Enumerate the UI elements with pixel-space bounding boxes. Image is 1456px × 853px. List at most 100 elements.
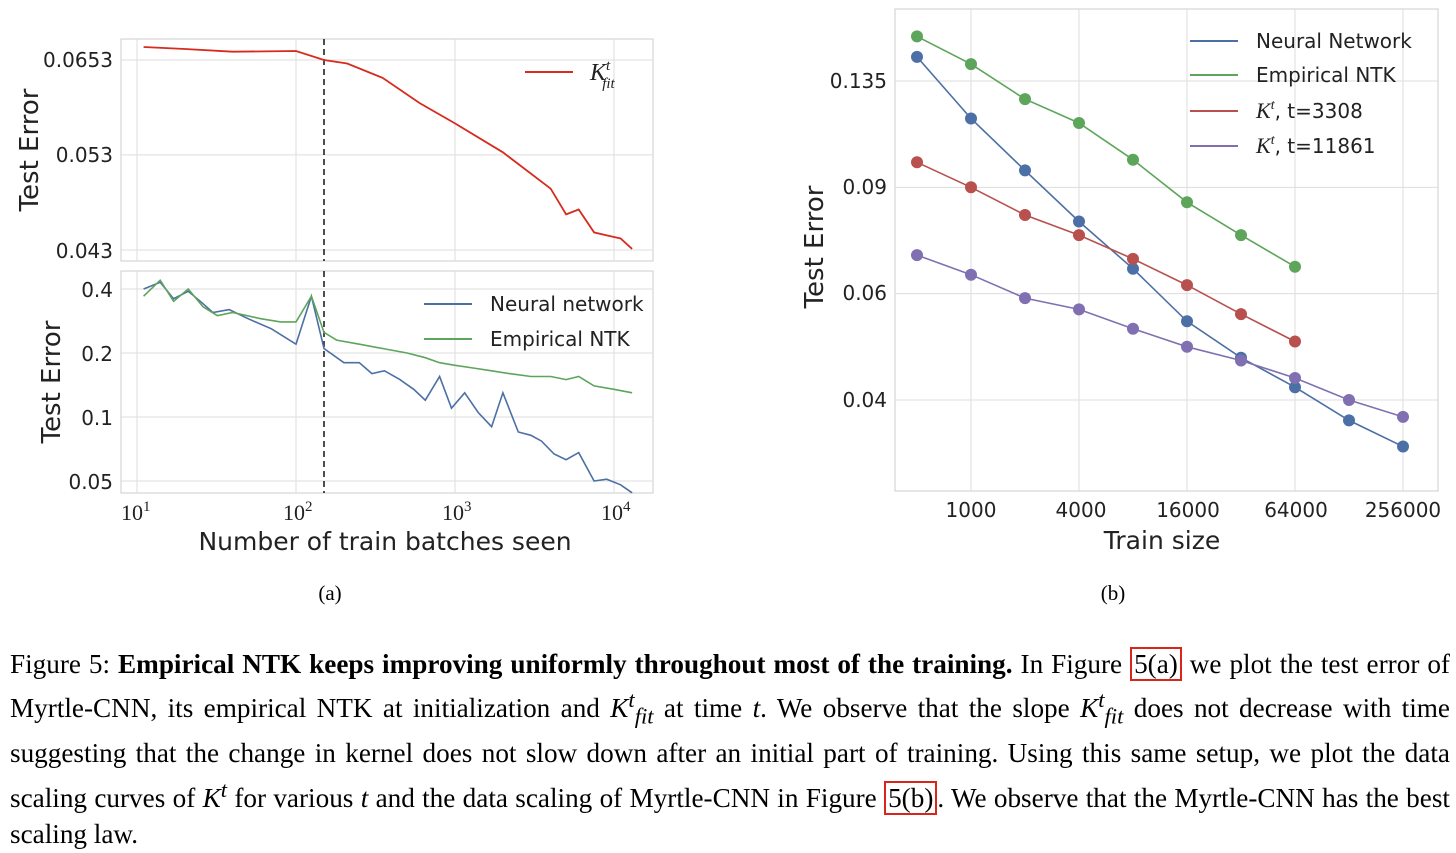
x-tick-label: 102 (283, 499, 313, 525)
data-point-neural-network (1127, 262, 1139, 275)
plot-area (120, 270, 654, 494)
y-tick-label: 0.135 (830, 69, 887, 93)
series-line-empirical-ntk (916, 35, 1296, 268)
data-point-kt-11861 (1397, 410, 1409, 423)
legend: Kt fit (525, 58, 616, 92)
caption-prefix: Figure 5: (10, 649, 119, 679)
legend: Neural network Empirical NTK (424, 292, 644, 351)
caption-text: . We observe that the slope (760, 693, 1081, 724)
panel-b-plot: 0.135 0.09 0.06 0.04 1000 4000 16000 640… (800, 8, 1441, 555)
legend-label-neural-network: Neural network (490, 292, 644, 316)
y-tick-label: 0.0653 (43, 48, 113, 72)
series-line-kfit (143, 46, 633, 250)
data-point-kt-11861 (1343, 394, 1355, 406)
data-point-neural-network (1019, 164, 1031, 177)
data-point-neural-network (965, 112, 977, 125)
data-point-kt-11861 (1019, 292, 1031, 305)
data-point-kt-3308 (911, 156, 923, 169)
series-line-empirical-ntk (143, 278, 633, 394)
math-sup: t (1098, 687, 1105, 713)
y-tick-label: 0.04 (842, 388, 887, 412)
y-axis-label: Test Error (37, 320, 67, 444)
data-point-empirical-ntk (1235, 229, 1247, 242)
figure-ref-5a-link[interactable]: 5(a) (1130, 647, 1182, 681)
y-axis-label: Test Error (15, 88, 45, 212)
data-point-kt-3308 (1073, 229, 1085, 242)
plot-area (120, 38, 654, 262)
caption-text: for various (227, 782, 361, 813)
y-tick-label: 0.05 (68, 470, 113, 494)
caption-text: we plot the test error of Myrtle-CNN, it… (10, 649, 1450, 724)
data-point-kt-3308 (965, 181, 977, 194)
caption-text: does not decrease with time suggesting t… (10, 693, 1450, 813)
data-point-kt-3308 (1181, 279, 1193, 292)
data-point-neural-network (1073, 215, 1085, 228)
data-point-empirical-ntk (1019, 93, 1031, 106)
data-point-empirical-ntk (965, 58, 977, 71)
caption-bold-title: Empirical NTK keeps improving uniformly … (118, 649, 1013, 679)
data-point-kt-11861 (911, 249, 923, 262)
series-line-kt-3308 (916, 161, 1296, 343)
data-point-neural-network (911, 50, 923, 63)
y-tick-label: 0.4 (81, 278, 113, 302)
data-point-kt-11861 (1127, 322, 1139, 335)
subfigure-label-b: (b) (1101, 581, 1126, 605)
x-tick-label: 101 (121, 499, 151, 525)
y-tick-label: 0.2 (81, 342, 113, 366)
math-t: t (360, 782, 369, 813)
x-tick-label: 256000 (1365, 498, 1441, 522)
caption-text: at time (653, 693, 753, 724)
x-axis-label: Train size (1103, 526, 1220, 555)
caption-text: and the data scaling of Myrtle-CNN in Fi… (368, 782, 885, 813)
legend: Neural Network Empirical NTK Kt, t=3308 … (1190, 29, 1412, 158)
y-tick-label: 0.06 (842, 281, 887, 305)
legend-label-kfit: Kt fit (589, 58, 616, 92)
x-tick-label: 4000 (1056, 498, 1107, 522)
data-point-kt-3308 (1289, 335, 1301, 348)
math-k: K (202, 782, 221, 813)
math-k: K (610, 693, 629, 724)
math-sup: t (628, 687, 635, 713)
series-line-neural-network (916, 56, 1404, 448)
math-t: t (752, 693, 761, 724)
data-point-empirical-ntk (911, 30, 923, 43)
data-point-kt-3308 (1127, 252, 1139, 265)
data-point-kt-11861 (1073, 303, 1085, 316)
data-point-kt-11861 (1235, 354, 1247, 367)
panel-a-bottom-plot: 0.4 0.2 0.1 0.05 Test Error Neural netwo… (37, 270, 654, 556)
data-point-kt-11861 (965, 268, 977, 281)
x-tick-label: 64000 (1264, 498, 1328, 522)
x-axis-label: Number of train batches seen (198, 527, 571, 556)
math-sub: fit (634, 703, 654, 729)
data-point-kt-11861 (1181, 340, 1193, 353)
figure-caption: Figure 5: Empirical NTK keeps improving … (10, 646, 1450, 853)
subfigure-label-a: (a) (318, 581, 341, 605)
math-sup: t (220, 776, 227, 802)
data-point-kt-3308 (1019, 209, 1031, 221)
series-line-neural-network (143, 281, 633, 494)
figure-canvas: 0.0653 0.053 0.043 Test Error Kt fit 0.4 … (15, 8, 1441, 605)
x-tick-label: 16000 (1156, 498, 1220, 522)
panel-a-top-plot: 0.0653 0.053 0.043 Test Error Kt fit (15, 38, 654, 263)
series-line-kt-11861 (916, 254, 1404, 418)
x-tick-label: 104 (601, 499, 631, 525)
legend-label-neural-network: Neural Network (1256, 29, 1412, 53)
plot-area (894, 8, 1439, 492)
legend-label-kt-11861: Kt, t=11861 (1255, 133, 1376, 158)
data-point-neural-network (1343, 414, 1355, 427)
y-tick-label: 0.043 (56, 239, 113, 263)
y-tick-label: 0.09 (842, 175, 887, 199)
figure-ref-5b-link[interactable]: 5(b) (884, 780, 938, 815)
x-tick-label: 103 (442, 499, 472, 525)
data-point-empirical-ntk (1289, 260, 1301, 273)
x-tick-label: 1000 (946, 498, 997, 522)
data-point-empirical-ntk (1127, 153, 1139, 166)
legend-label-empirical-ntk: Empirical NTK (490, 327, 630, 351)
legend-label-empirical-ntk: Empirical NTK (1256, 63, 1396, 87)
data-point-neural-network (1181, 315, 1193, 328)
math-sub: fit (1104, 703, 1124, 729)
data-point-kt-3308 (1235, 308, 1247, 321)
data-point-empirical-ntk (1181, 196, 1193, 209)
caption-text: . We observe that the Myrtle-CNN has the… (10, 782, 1450, 850)
caption-text: In Figure (1012, 649, 1131, 679)
